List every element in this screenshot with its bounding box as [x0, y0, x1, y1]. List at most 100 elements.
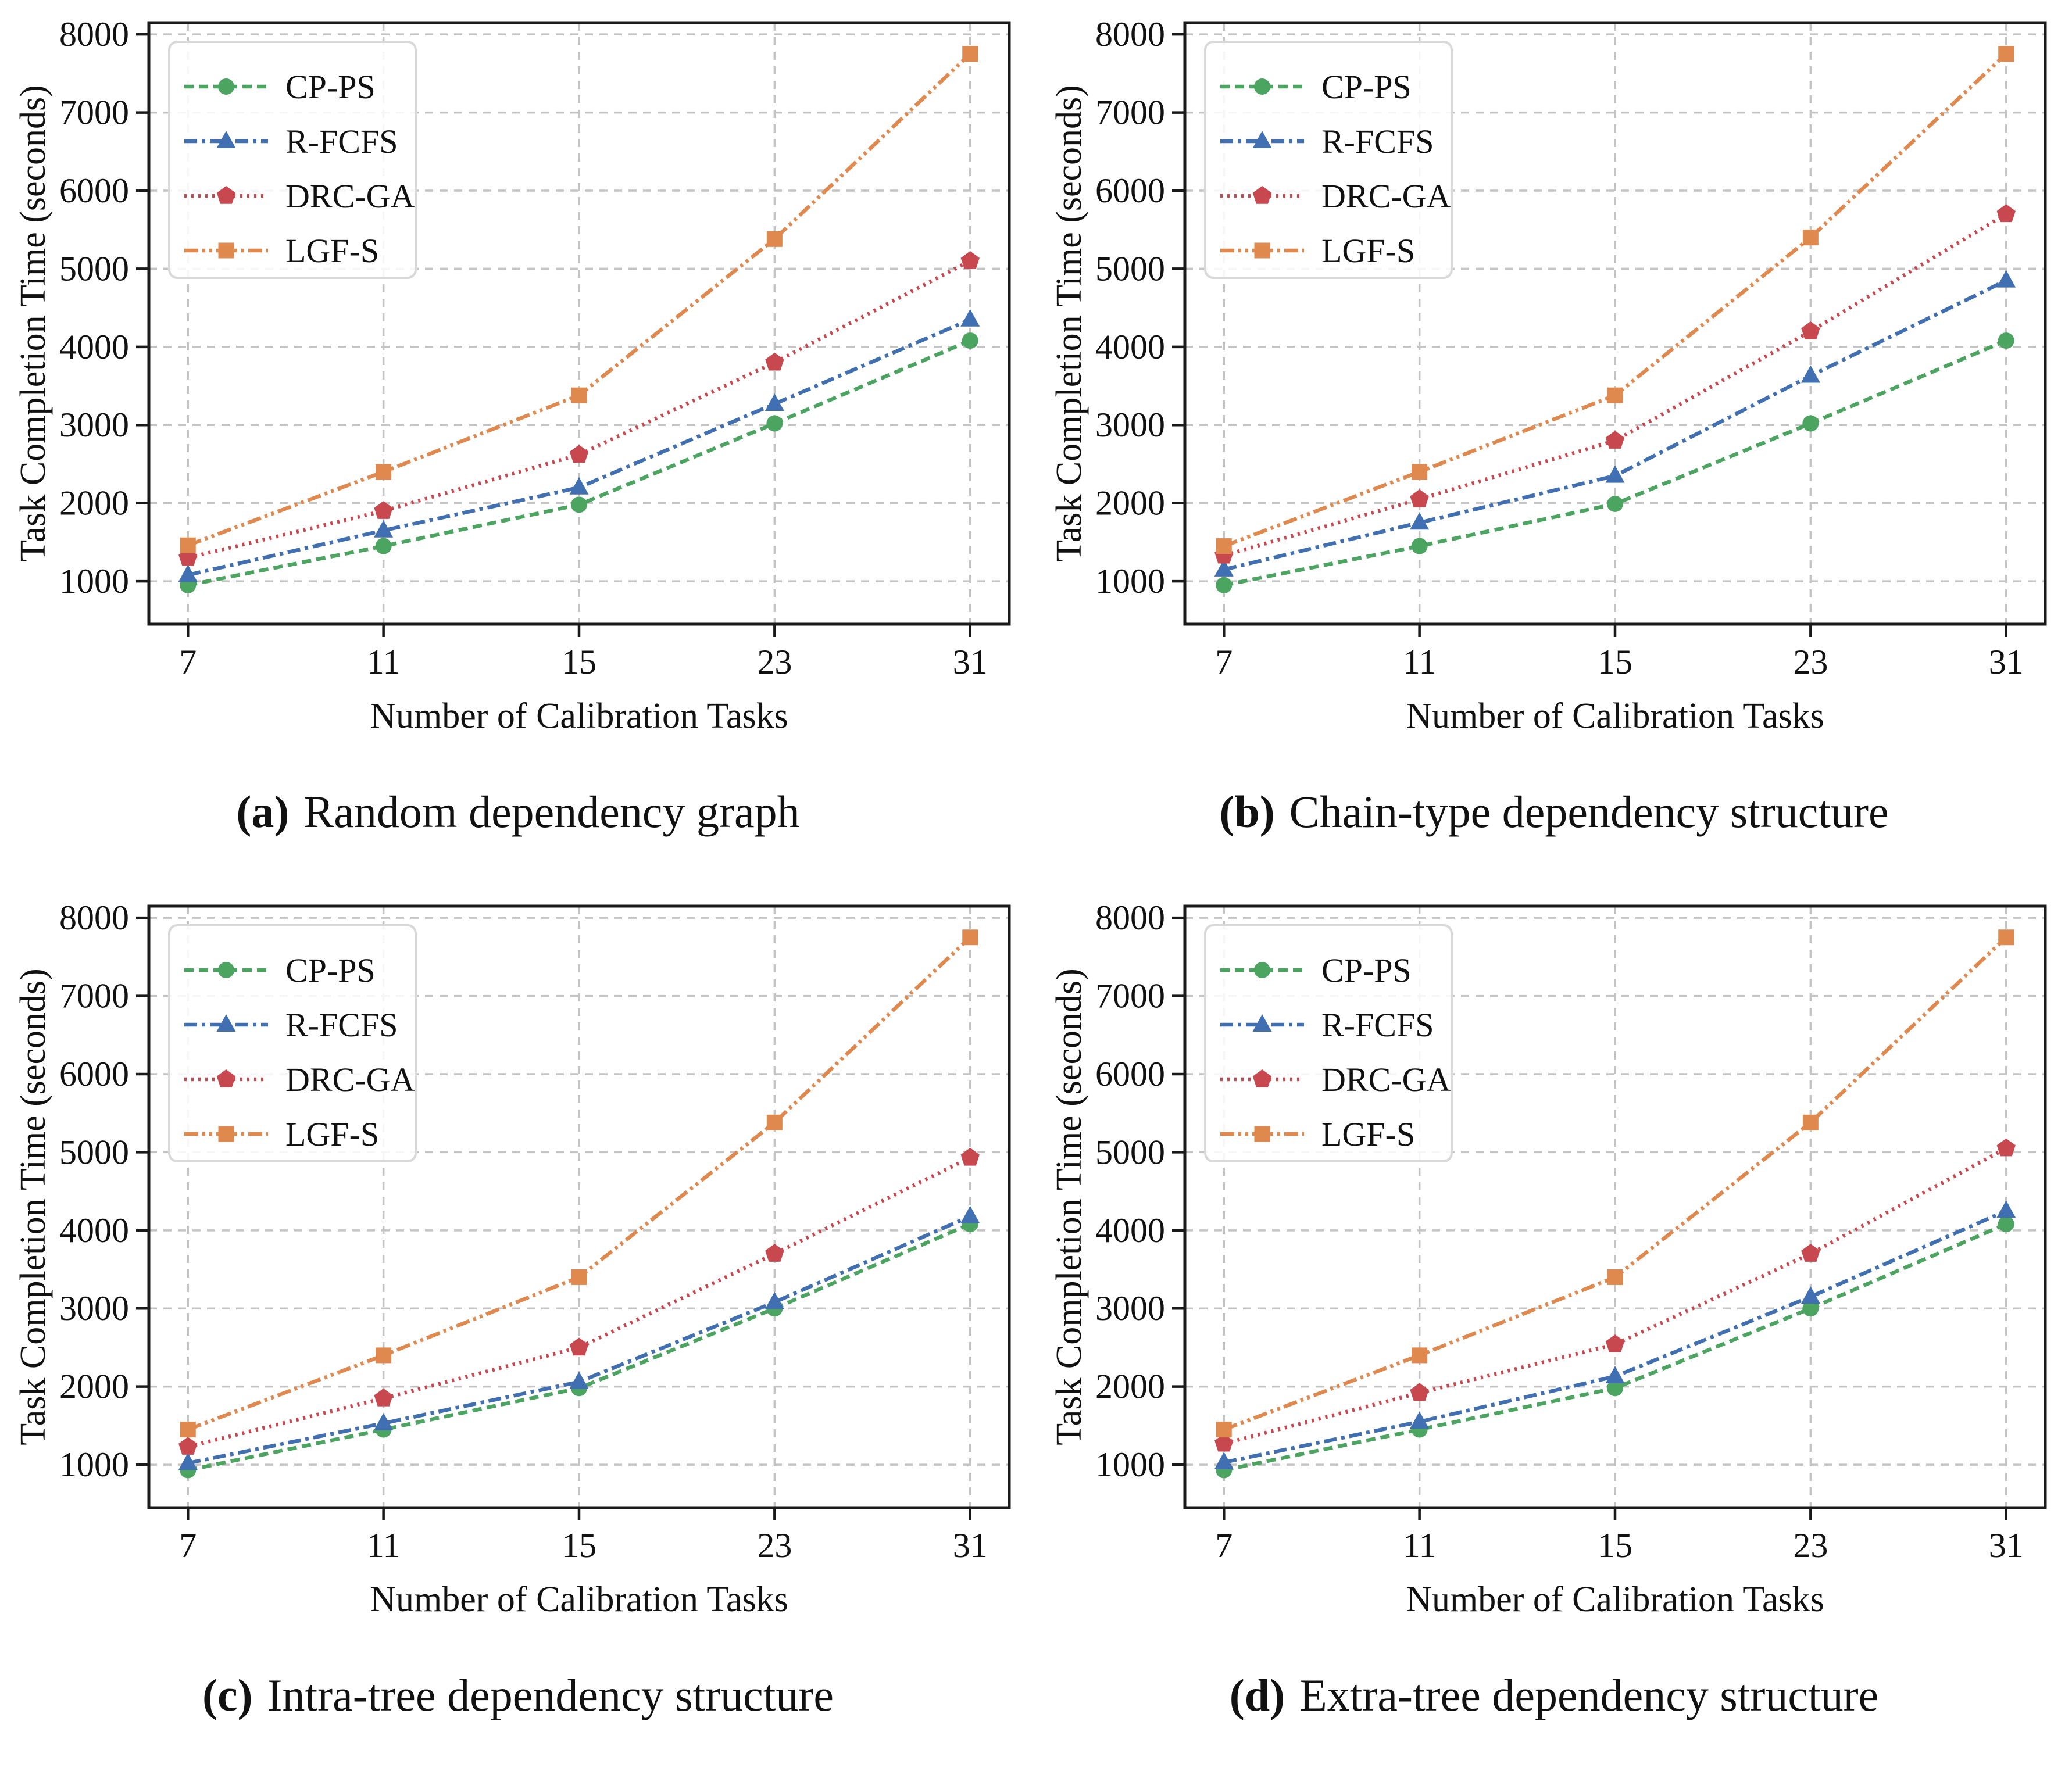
x-axis-label: Number of Calibration Tasks — [370, 1580, 788, 1619]
marker-LGF-S-7 — [180, 1422, 196, 1438]
y-tick-label-7000: 7000 — [1095, 977, 1165, 1015]
legend-item-DRC-GA: DRC-GA — [184, 177, 415, 215]
caption-c-label: (c) — [202, 1670, 253, 1720]
gridlines — [149, 23, 1009, 624]
marker-CP-PS-15 — [1607, 1380, 1623, 1397]
caption-a-text: Random dependency graph — [303, 786, 800, 837]
legend-label-DRC-GA: DRC-GA — [1321, 177, 1451, 215]
marker-LGF-S-11 — [376, 464, 392, 480]
caption-b-label: (b) — [1219, 786, 1275, 837]
legend-label-CP-PS: CP-PS — [285, 68, 376, 106]
marker-DRC-GA-15 — [569, 445, 589, 463]
legend-item-CP-PS: CP-PS — [184, 951, 376, 989]
y-tick-label-3000: 3000 — [1095, 406, 1165, 444]
panel-a: 7 11 15 23 31 Number of Calibration Tasks 1000… — [0, 8, 1036, 892]
legend-item-LGF-S: LGF-S — [1220, 1115, 1415, 1153]
y-tick-label-6000: 6000 — [1095, 1055, 1165, 1093]
marker-R-FCFS-23 — [1801, 365, 1820, 383]
marker-R-FCFS-15 — [1605, 1366, 1625, 1384]
marker-R-FCFS-7 — [1214, 1452, 1234, 1470]
legend-box — [1204, 41, 1453, 279]
x-tick-label-31: 31 — [1989, 643, 2024, 681]
marker-LGF-S-31 — [962, 929, 978, 946]
legend-marker-R-FCFS — [1252, 1014, 1272, 1032]
legend-label-R-FCFS: R-FCFS — [285, 1006, 398, 1044]
legend-marker-LGF-S — [218, 242, 234, 259]
marker-LGF-S-7 — [180, 537, 196, 553]
legend-label-DRC-GA: DRC-GA — [285, 177, 415, 215]
x-tick-label-23: 23 — [757, 1526, 792, 1565]
marker-LGF-S-31 — [1998, 929, 2014, 946]
x-axis: 7 11 15 23 31 Number of Calibration Tasks — [179, 1508, 988, 1619]
marker-DRC-GA-23 — [765, 1244, 784, 1262]
panel-b: 7 11 15 23 31 Number of Calibration Tasks 1000… — [1036, 8, 2072, 892]
marker-DRC-GA-23 — [765, 352, 784, 371]
marker-R-FCFS-23 — [765, 393, 784, 411]
series-R-FCFS — [178, 1205, 980, 1470]
marker-CP-PS-11 — [1411, 538, 1428, 554]
series-LGF-S — [180, 46, 978, 553]
legend: CP-PS R-FCFS DRC-GA LGF-S — [1204, 924, 1453, 1162]
x-tick-label-15: 15 — [1598, 643, 1632, 681]
marker-CP-PS-15 — [571, 496, 587, 513]
marker-R-FCFS-11 — [374, 1412, 394, 1430]
legend-marker-LGF-S — [218, 1126, 234, 1142]
marker-LGF-S-15 — [1607, 387, 1623, 403]
legend-item-LGF-S: LGF-S — [184, 232, 379, 270]
legend-label-R-FCFS: R-FCFS — [285, 123, 398, 160]
series-DRC-GA — [1214, 204, 2016, 564]
legend-label-DRC-GA: DRC-GA — [285, 1061, 415, 1098]
y-tick-label-6000: 6000 — [1095, 171, 1165, 210]
y-tick-label-2000: 2000 — [1095, 1368, 1165, 1406]
y-tick-label-5000: 5000 — [1095, 1133, 1165, 1171]
x-tick-label-7: 7 — [1215, 1526, 1233, 1565]
legend-label-CP-PS: CP-PS — [1321, 68, 1412, 106]
legend-box — [1204, 924, 1453, 1162]
legend-box — [168, 924, 417, 1162]
y-tick-label-8000: 8000 — [59, 15, 129, 53]
legend-box — [168, 41, 417, 279]
legend-item-CP-PS: CP-PS — [1220, 68, 1412, 106]
gridlines — [149, 906, 1009, 1508]
legend-item-R-FCFS: R-FCFS — [1220, 1006, 1434, 1044]
marker-LGF-S-31 — [962, 46, 978, 62]
marker-LGF-S-23 — [1802, 1114, 1819, 1130]
y-tick-label-8000: 8000 — [1095, 899, 1165, 937]
legend-label-CP-PS: CP-PS — [1321, 951, 1412, 989]
line-R-FCFS — [187, 317, 971, 577]
marker-CP-PS-31 — [1998, 1216, 2014, 1233]
legend-item-DRC-GA: DRC-GA — [1220, 177, 1451, 215]
legend-marker-R-FCFS — [1252, 131, 1272, 148]
caption-a-label: (a) — [236, 786, 290, 837]
series-LGF-S — [1216, 929, 2014, 1438]
y-tick-label-1000: 1000 — [59, 1445, 129, 1484]
x-tick-label-15: 15 — [562, 643, 596, 681]
y-tick-label-1000: 1000 — [1095, 562, 1165, 600]
chart-random-dependency: 7 11 15 23 31 Number of Calibration Tasks 1000… — [13, 15, 1011, 736]
legend-item-DRC-GA: DRC-GA — [184, 1061, 415, 1098]
y-tick-label-8000: 8000 — [59, 899, 129, 937]
legend: CP-PS R-FCFS DRC-GA LGF-S — [168, 41, 417, 279]
caption-d-label: (d) — [1229, 1670, 1285, 1720]
y-tick-label-1000: 1000 — [1095, 1445, 1165, 1484]
marker-CP-PS-31 — [1998, 332, 2014, 349]
marker-DRC-GA-11 — [374, 501, 393, 519]
y-tick-label-4000: 4000 — [59, 328, 129, 366]
legend-item-R-FCFS: R-FCFS — [184, 1006, 398, 1044]
legend-item-DRC-GA: DRC-GA — [1220, 1061, 1451, 1098]
line-R-FCFS — [1223, 1209, 2007, 1465]
y-tick-label-5000: 5000 — [59, 1133, 129, 1171]
legend: CP-PS R-FCFS DRC-GA LGF-S — [168, 924, 417, 1162]
legend-marker-CP-PS — [1254, 78, 1270, 95]
marker-R-FCFS-31 — [1996, 1200, 2016, 1218]
marker-R-FCFS-11 — [1410, 1411, 1430, 1429]
x-tick-label-15: 15 — [1598, 1526, 1632, 1565]
y-tick-label-5000: 5000 — [59, 249, 129, 288]
y-tick-label-7000: 7000 — [59, 977, 129, 1015]
series-CP-PS — [1216, 332, 2014, 593]
y-axis-label: Task Completion Time (seconds) — [1049, 968, 1089, 1445]
series-R-FCFS — [1214, 270, 2016, 577]
